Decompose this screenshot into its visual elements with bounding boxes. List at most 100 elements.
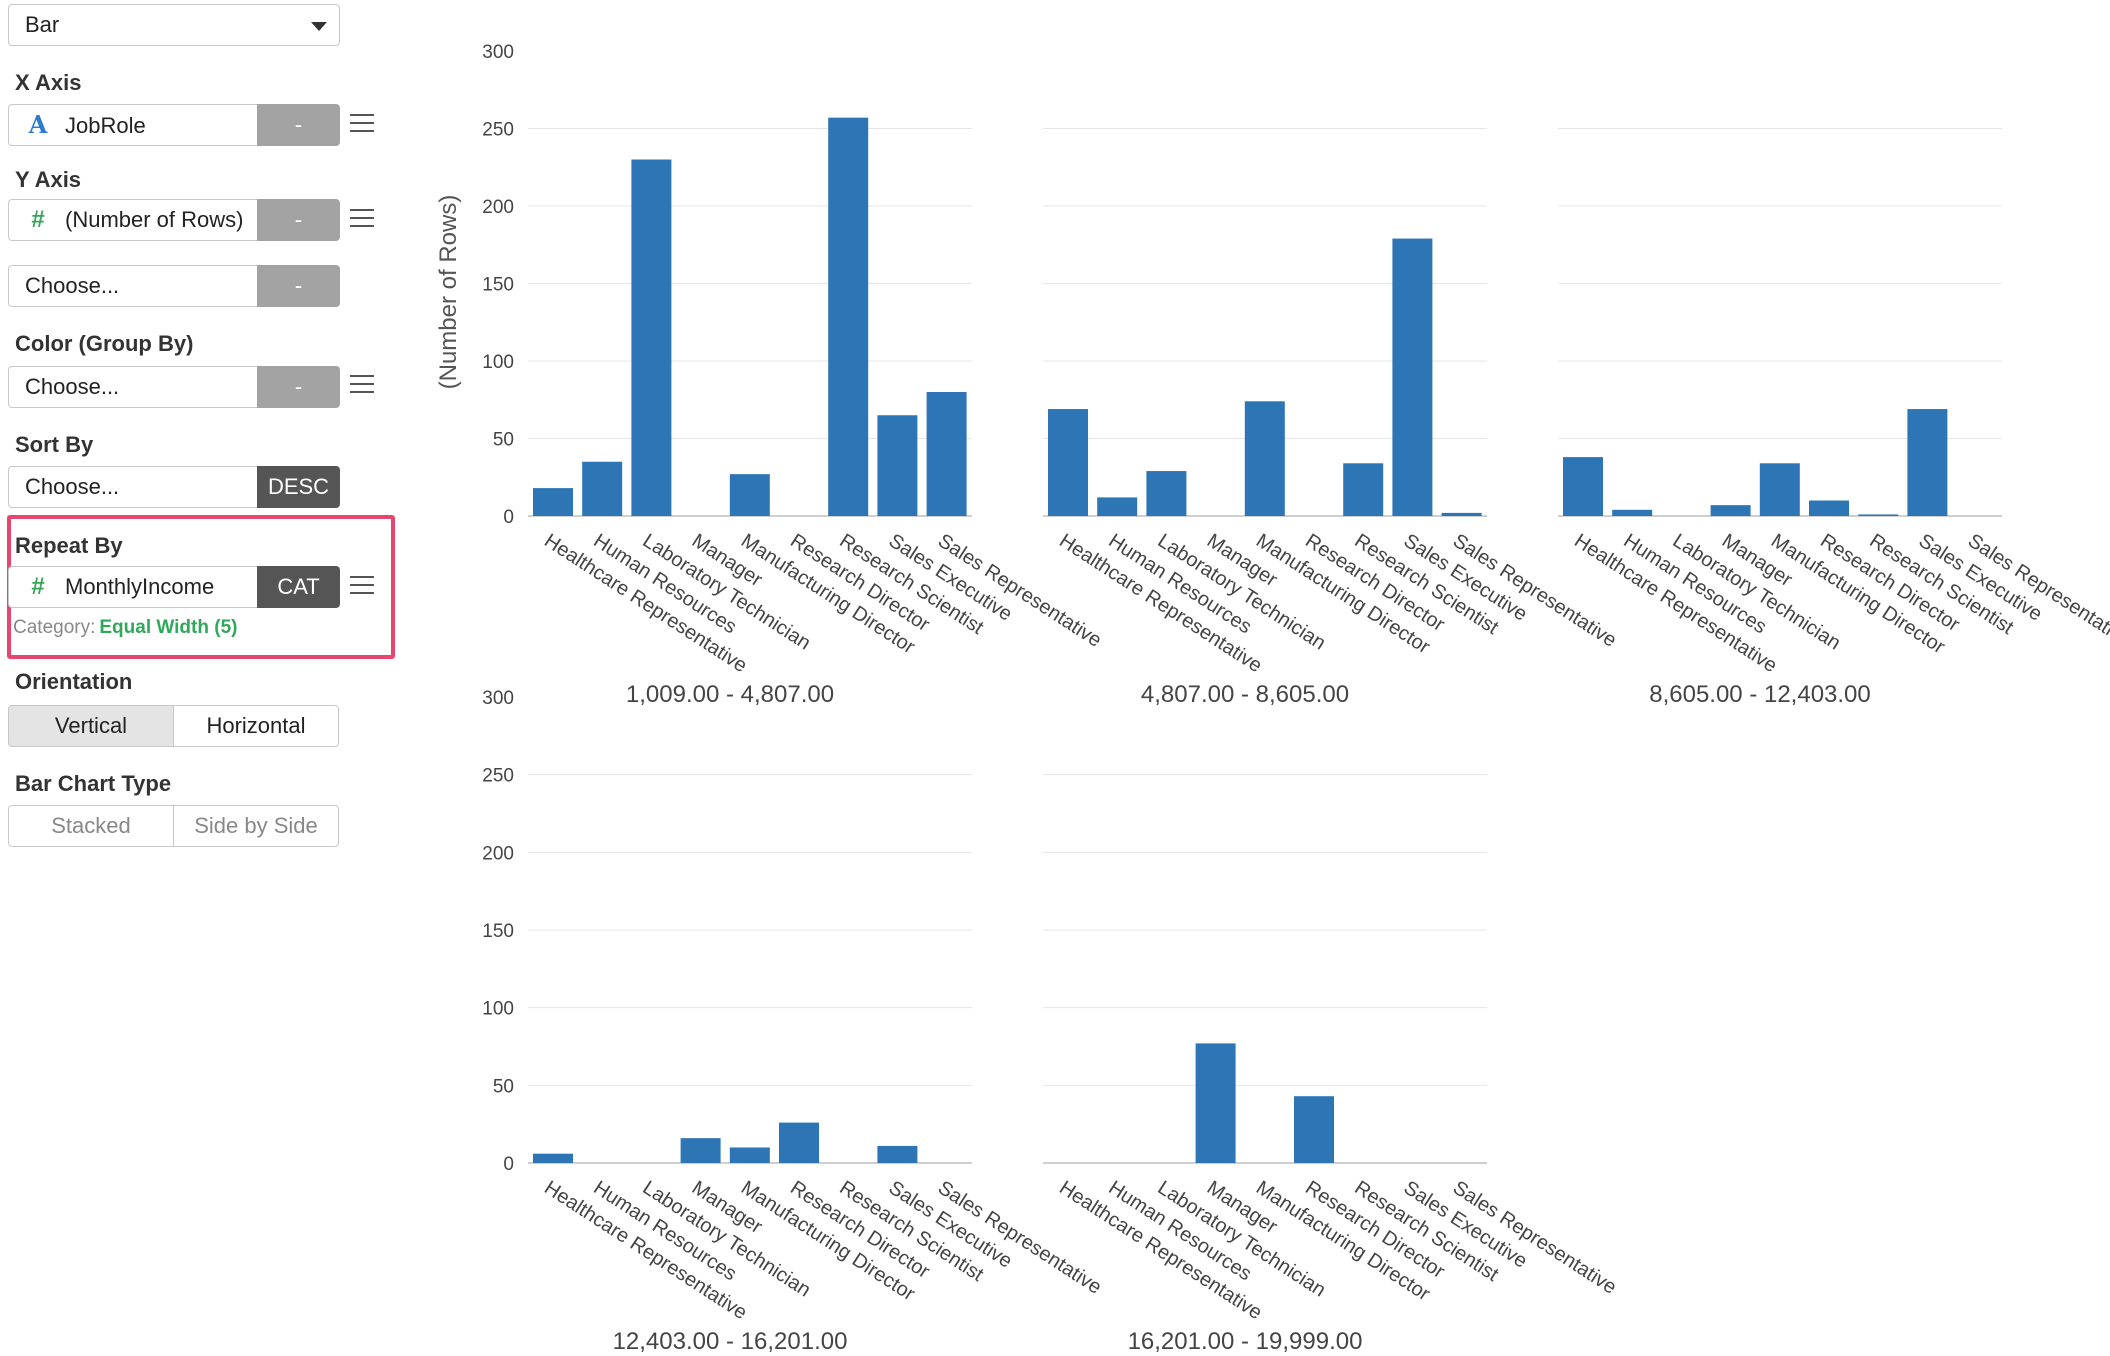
bar <box>729 474 770 516</box>
y-tick-label: 100 <box>482 352 514 373</box>
chart-type-value: Bar <box>25 12 60 37</box>
y-axis-second-remove-button[interactable]: - <box>257 265 340 307</box>
bar <box>1146 471 1187 516</box>
hamburger-menu-icon[interactable] <box>350 209 374 229</box>
y-tick-label: 250 <box>482 766 514 787</box>
bar <box>926 392 967 516</box>
bar <box>1809 500 1849 516</box>
bar <box>1097 497 1138 516</box>
color-field[interactable]: Choose... <box>8 366 257 408</box>
y-axis-title: Y Axis <box>15 167 82 192</box>
y-tick-label: 150 <box>482 275 514 296</box>
y-axis-field-label: (Number of Rows) <box>65 207 244 232</box>
sort-field[interactable]: Choose... <box>8 466 257 508</box>
bar <box>1563 457 1603 516</box>
repeat-field-row: # MonthlyIncome CAT <box>8 566 340 608</box>
bar <box>779 1122 819 1163</box>
small-multiples-bar-chart: (Number of Rows) 0 50 100 150 200 250 300 Health… <box>435 42 2110 1355</box>
y-axis-remove-button[interactable]: - <box>257 199 340 241</box>
y-tick-label: 200 <box>482 197 514 218</box>
bar <box>1294 1096 1334 1163</box>
x-axis-remove-button[interactable]: - <box>257 104 340 146</box>
side-by-side-button[interactable]: Side by Side <box>173 805 339 847</box>
bar <box>828 117 869 517</box>
sort-field-row: Choose... DESC <box>8 466 340 508</box>
panel-label: 16,201.00 - 19,999.00 <box>1128 1328 1363 1355</box>
orientation-vertical-button[interactable]: Vertical <box>8 705 174 747</box>
bar <box>533 488 573 516</box>
y-tick-label: 300 <box>482 688 514 709</box>
y-axis-second-field[interactable]: Choose... <box>8 265 257 307</box>
chevron-down-icon <box>311 22 327 31</box>
panel-label: 8,605.00 - 12,403.00 <box>1649 681 1871 708</box>
x-axis-field-row: A JobRole - <box>8 104 340 146</box>
y-tick-label: 300 <box>482 42 514 63</box>
repeat-field-label: MonthlyIncome <box>65 574 215 599</box>
hamburger-menu-icon[interactable] <box>350 114 374 134</box>
repeat-field[interactable]: # MonthlyIncome <box>8 566 257 608</box>
y-axis-second-field-row: Choose... - <box>8 265 340 307</box>
hamburger-menu-icon[interactable] <box>350 375 374 395</box>
bar <box>1441 512 1482 516</box>
y-tick-label: 50 <box>493 1076 514 1097</box>
bar <box>1244 401 1285 516</box>
bar <box>582 461 623 516</box>
chart-area: (Number of Rows) 0 50 100 150 200 250 300 Health… <box>400 0 2110 1356</box>
y-tick-label: 150 <box>482 921 514 942</box>
panel-label: 1,009.00 - 4,807.00 <box>626 681 834 708</box>
repeat-title: Repeat By <box>15 533 123 558</box>
x-axis-title: X Axis <box>15 70 82 95</box>
orientation-toggle: Vertical Horizontal <box>8 705 340 747</box>
y-axis-field[interactable]: # (Number of Rows) <box>8 199 257 241</box>
bar <box>1710 505 1751 516</box>
sort-title: Sort By <box>15 432 94 457</box>
color-field-row: Choose... - <box>8 366 340 408</box>
stacked-button[interactable]: Stacked <box>8 805 174 847</box>
orientation-title: Orientation <box>15 669 133 694</box>
sort-order-button[interactable]: DESC <box>257 466 340 508</box>
y-tick-label: 250 <box>482 120 514 141</box>
bar <box>1048 409 1088 516</box>
bar <box>1343 463 1384 516</box>
y-tick-label: 100 <box>482 999 514 1020</box>
bar <box>877 1145 918 1163</box>
repeat-category-button[interactable]: CAT <box>257 566 340 608</box>
repeat-category-info: Category: Equal Width (5) <box>13 617 237 639</box>
bar <box>680 1138 721 1163</box>
bar <box>1907 409 1948 516</box>
bar <box>1195 1043 1236 1163</box>
x-axis-field-label: JobRole <box>65 113 146 138</box>
bar-chart-type-toggle: Stacked Side by Side <box>8 805 340 847</box>
bar <box>631 159 672 516</box>
panel-label: 12,403.00 - 16,201.00 <box>613 1328 848 1355</box>
number-type-icon: # <box>31 573 45 600</box>
category-label: Category: <box>13 617 96 638</box>
category-value-link[interactable]: Equal Width (5) <box>99 617 238 638</box>
y-tick-label: 0 <box>503 1154 514 1175</box>
bar <box>533 1153 573 1163</box>
bar <box>1612 509 1653 516</box>
bar <box>729 1147 770 1163</box>
y-tick-label: 50 <box>493 430 514 451</box>
hamburger-menu-icon[interactable] <box>350 576 374 596</box>
bar <box>877 415 918 516</box>
bar <box>1858 514 1899 516</box>
y-tick-label: 0 <box>503 507 514 528</box>
bar <box>1759 463 1800 516</box>
orientation-horizontal-button[interactable]: Horizontal <box>173 705 339 747</box>
y-axis-title: (Number of Rows) <box>435 195 462 390</box>
number-type-icon: # <box>31 206 45 233</box>
color-remove-button[interactable]: - <box>257 366 340 408</box>
bar <box>1392 238 1433 517</box>
chart-config-sidebar: Bar X Axis A JobRole - Y Axis # (Number of… <box>0 0 396 1356</box>
panel-label: 4,807.00 - 8,605.00 <box>1141 681 1349 708</box>
y-tick-label: 200 <box>482 843 514 864</box>
x-axis-field[interactable]: A JobRole <box>8 104 257 146</box>
chart-type-select[interactable]: Bar <box>8 4 340 46</box>
